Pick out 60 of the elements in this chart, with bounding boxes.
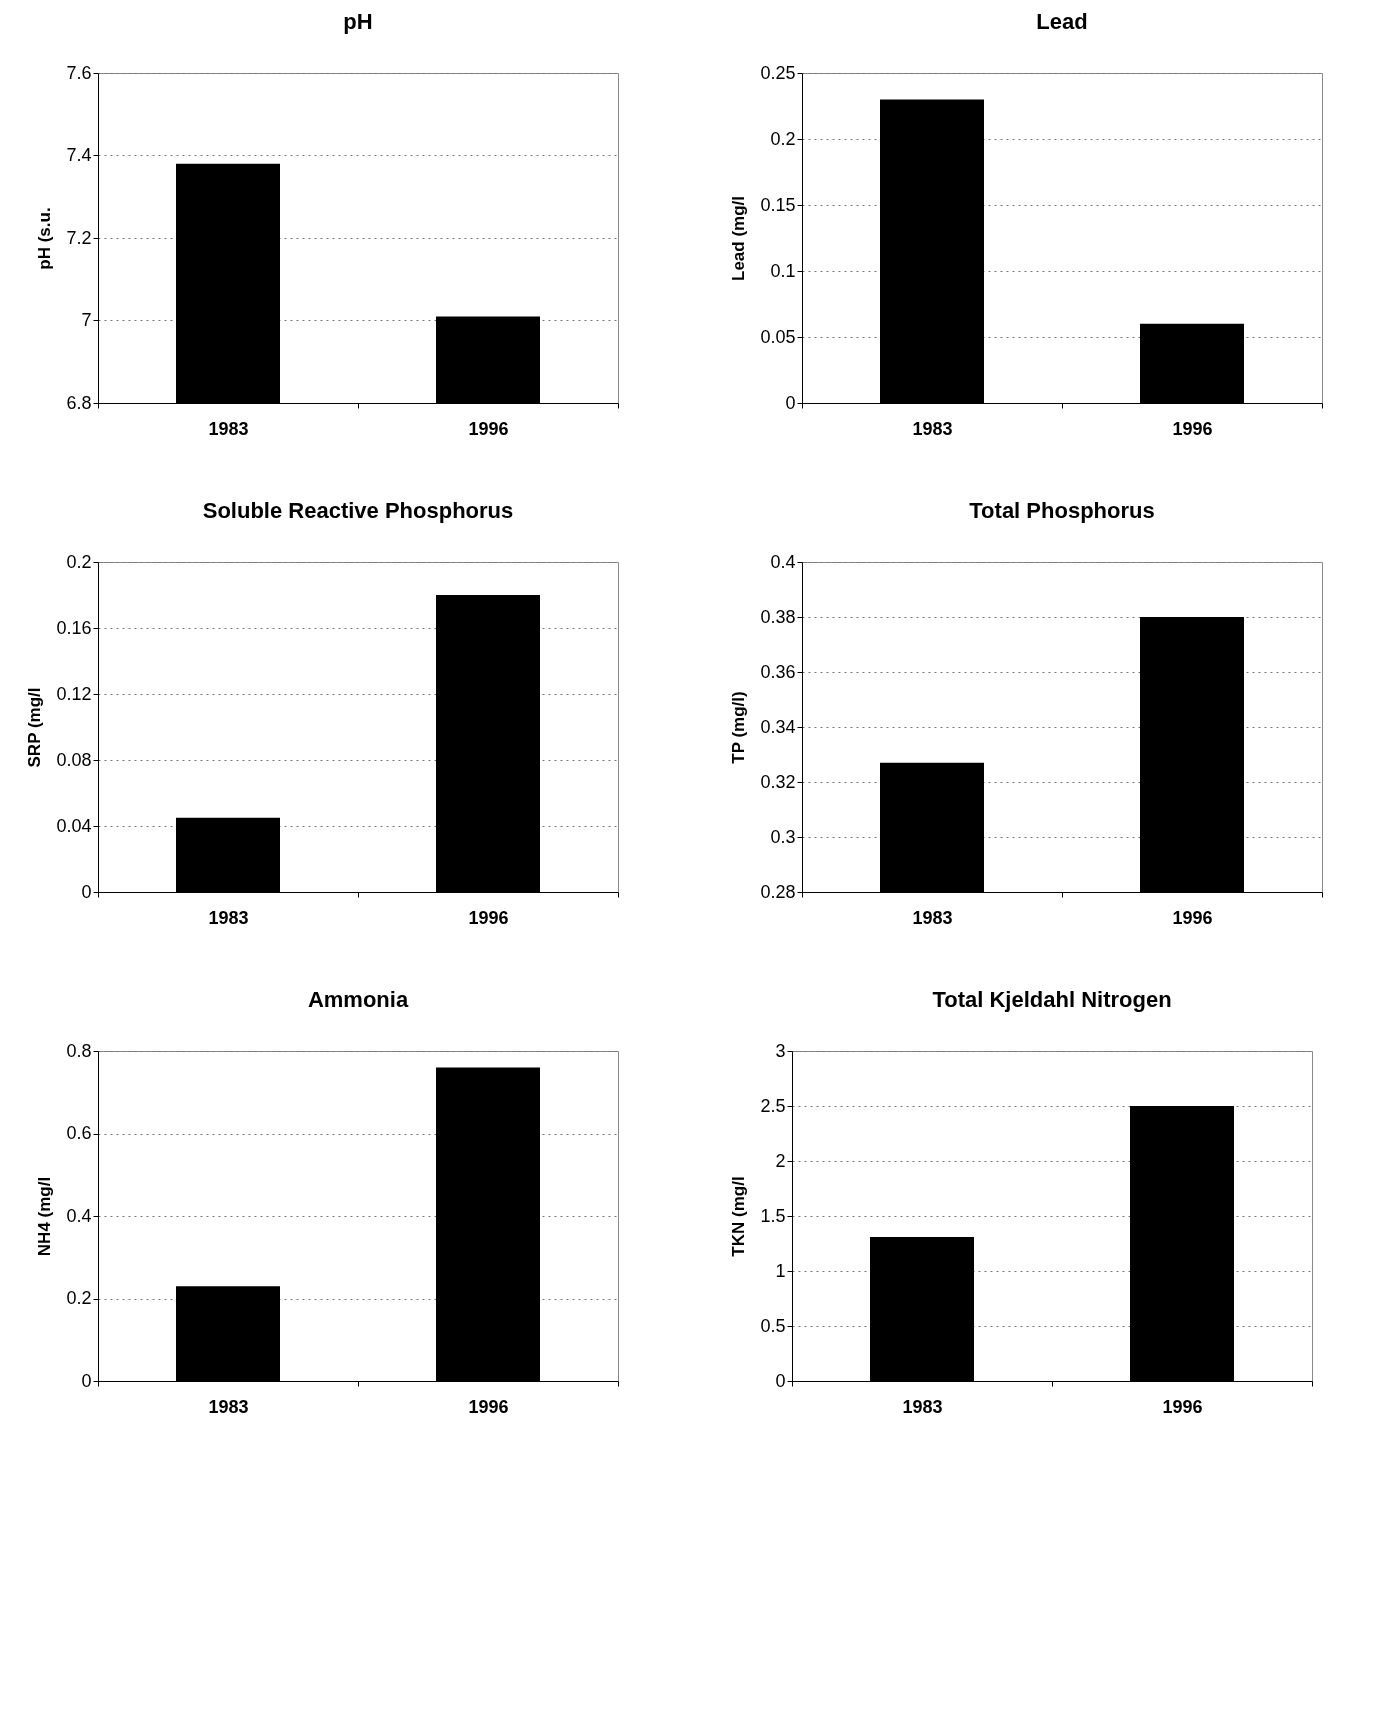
y-tick-label: 0 (81, 1370, 92, 1391)
y-tick-label: 0.04 (56, 815, 92, 836)
y-tick-label: 0.38 (760, 606, 796, 627)
x-tick-label: 1983 (912, 907, 953, 928)
y-axis-title: NH4 (mg/l (35, 1176, 55, 1257)
x-tick-label: 1983 (208, 1396, 249, 1417)
x-tick-label: 1983 (912, 418, 953, 439)
y-tick-label: 0 (785, 392, 796, 413)
chart-title: Soluble Reactive Phosphorus (202, 498, 514, 523)
y-tick-label: 0.8 (66, 1040, 92, 1061)
x-tick-label: 1996 (468, 1396, 509, 1417)
x-tick-label: 1983 (208, 907, 249, 928)
y-tick-label: 6.8 (66, 392, 92, 413)
y-tick-label: 0.2 (66, 551, 92, 572)
chart-title: Lead (1036, 9, 1088, 34)
y-tick-label: 2.5 (760, 1095, 786, 1116)
y-tick-label: 7.2 (66, 227, 92, 248)
y-tick-label: 0.25 (760, 62, 796, 83)
y-tick-label: 7.6 (66, 62, 92, 83)
y-tick-label: 3 (775, 1040, 786, 1061)
x-tick-label: 1983 (902, 1396, 943, 1417)
y-tick-label: 0.34 (760, 716, 796, 737)
x-tick-label: 1996 (1162, 1396, 1203, 1417)
x-tick-label: 1996 (468, 418, 509, 439)
y-tick-label: 0.36 (760, 661, 796, 682)
y-tick-label: 7.4 (66, 145, 92, 165)
x-tick-label: 1996 (1172, 418, 1213, 439)
y-tick-label: 0.08 (56, 749, 92, 770)
y-tick-label: 0.6 (66, 1123, 92, 1143)
chart-title: Ammonia (307, 987, 409, 1012)
y-tick-label: 0.2 (770, 128, 796, 149)
y-axis-title: SRP (mg/l (25, 687, 45, 768)
chart-title: Total Phosphorus (969, 498, 1155, 523)
y-tick-label: 0.16 (56, 617, 92, 638)
y-tick-label: 0.3 (770, 826, 796, 847)
y-tick-label: 0 (81, 881, 92, 902)
y-tick-label: 1.5 (760, 1205, 786, 1226)
y-tick-label: 0.4 (770, 551, 796, 572)
y-tick-label: 2 (775, 1150, 786, 1171)
y-tick-label: 7 (81, 310, 92, 330)
y-tick-label: 0.15 (760, 194, 796, 215)
y-tick-label: 1 (775, 1260, 786, 1281)
y-tick-label: 0.4 (66, 1205, 92, 1226)
y-tick-label: 0.1 (770, 260, 796, 281)
y-tick-label: 0.28 (760, 881, 796, 902)
y-tick-label: 0.5 (760, 1315, 786, 1336)
y-tick-label: 0.12 (56, 683, 92, 704)
chart-title: pH (343, 9, 373, 34)
y-tick-label: 0 (775, 1370, 786, 1391)
x-tick-label: 1996 (1172, 907, 1213, 928)
y-axis-title: pH (s.u. (35, 207, 55, 270)
x-tick-label: 1996 (468, 907, 509, 928)
y-axis-title: Lead (mg/l (729, 195, 749, 282)
y-tick-label: 0.32 (760, 771, 796, 792)
y-axis-title: TP (mg/l) (729, 691, 749, 764)
y-tick-label: 0.05 (760, 326, 796, 347)
x-tick-label: 1983 (208, 418, 249, 439)
y-axis-title: TKN (mg/l (729, 1176, 749, 1257)
y-tick-label: 0.2 (66, 1288, 92, 1308)
chart-title: Total Kjeldahl Nitrogen (932, 987, 1172, 1012)
